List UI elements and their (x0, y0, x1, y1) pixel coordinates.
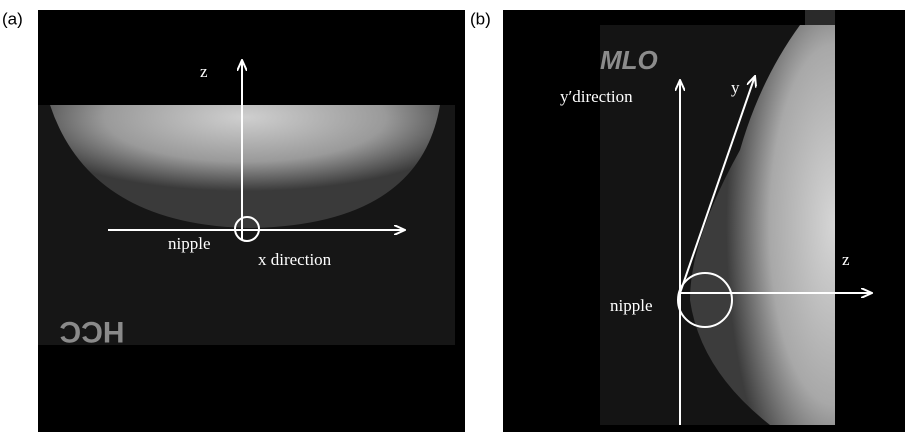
panel-label: (a) (2, 9, 23, 28)
image-text: HCC (60, 315, 125, 348)
point-label: nipple (610, 296, 653, 315)
panel-label: (b) (470, 9, 491, 28)
axis-label: y (731, 78, 740, 97)
panel-b: MLO y′direction y z nipple (b) (470, 9, 905, 432)
axis-label: y′direction (560, 87, 633, 106)
figure: HCC z x direction nipple (a) MLO y′direc… (0, 0, 917, 432)
panel-a: HCC z x direction nipple (a) (2, 9, 465, 432)
axis-label: z (200, 62, 208, 81)
image-text: MLO (600, 45, 658, 75)
axis-label: x direction (258, 250, 332, 269)
point-label: nipple (168, 234, 211, 253)
axis-label: z (842, 250, 850, 269)
